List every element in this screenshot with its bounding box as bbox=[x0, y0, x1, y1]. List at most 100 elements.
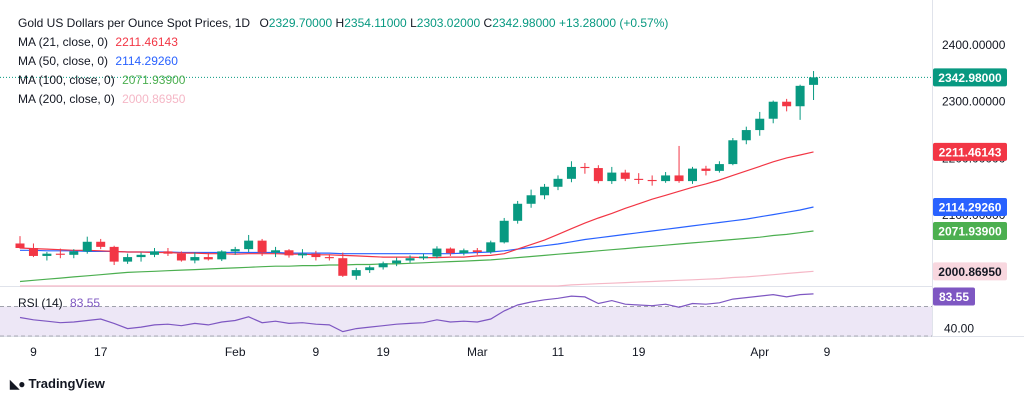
candle-body bbox=[82, 241, 92, 252]
x-tick-label: 17 bbox=[94, 345, 108, 359]
ma100-line bbox=[19, 230, 814, 283]
candle-body bbox=[123, 257, 133, 262]
close-value: 2342.98000 bbox=[492, 16, 556, 30]
candle-body bbox=[768, 101, 778, 119]
ma200-line bbox=[20, 270, 814, 287]
rsi-value-box bbox=[933, 287, 975, 306]
ma100-label: MA (100, close, 0) bbox=[18, 73, 115, 87]
ma200-value: 2000.86950 bbox=[122, 92, 186, 106]
candle-body bbox=[607, 172, 617, 182]
candle-body bbox=[445, 248, 455, 254]
candle-body bbox=[338, 258, 348, 276]
candle-body bbox=[230, 249, 240, 252]
low-value: 2303.02000 bbox=[416, 16, 481, 30]
candle-body bbox=[244, 240, 254, 250]
x-tick-label: 19 bbox=[376, 345, 390, 359]
ma200-label: MA (200, close, 0) bbox=[18, 92, 115, 106]
rsi-tick-label: 40.00 bbox=[944, 322, 974, 336]
y-tick-label: 2300.00000 bbox=[942, 95, 1006, 109]
legend-title-row: Gold US Dollars per Ounce Spot Prices, 1… bbox=[18, 14, 668, 33]
x-tick-label: Feb bbox=[225, 345, 246, 359]
rsi-legend: RSI (14) 83.55 bbox=[18, 294, 100, 313]
candle-body bbox=[513, 203, 523, 221]
candle-body bbox=[728, 140, 738, 165]
candle-body bbox=[634, 178, 644, 180]
x-tick-label: 11 bbox=[552, 345, 565, 359]
ma200-price-box bbox=[933, 262, 1007, 281]
x-tick-label: 9 bbox=[824, 345, 831, 359]
candle-body bbox=[96, 241, 106, 247]
last-price-label: 2342.98000 bbox=[938, 71, 1002, 85]
x-tick-label: Mar bbox=[467, 345, 488, 359]
rsi-value-label: 83.55 bbox=[939, 290, 969, 304]
candle-body bbox=[284, 250, 294, 256]
candle-body bbox=[297, 253, 307, 256]
candle-body bbox=[782, 101, 792, 107]
candle-body bbox=[109, 246, 119, 262]
x-tick-label: 9 bbox=[313, 345, 320, 359]
candle-body bbox=[459, 250, 469, 254]
rsi-label[interactable]: RSI (14) bbox=[18, 296, 63, 310]
legend-ma21[interactable]: MA (21, close, 0) 2211.46143 bbox=[18, 33, 668, 52]
candle-body bbox=[69, 251, 79, 255]
candle-body bbox=[540, 186, 550, 196]
legend-ma50[interactable]: MA (50, close, 0) 2114.29260 bbox=[18, 52, 668, 71]
candle-body bbox=[203, 257, 213, 260]
x-tick-label: 9 bbox=[30, 345, 37, 359]
candle-body bbox=[486, 242, 496, 252]
tradingview-logo-icon: ◣● bbox=[10, 376, 26, 391]
open-label: O bbox=[259, 16, 269, 30]
ma21-line bbox=[19, 151, 814, 259]
ma21-label: MA (21, close, 0) bbox=[18, 35, 109, 49]
last-price-box bbox=[933, 68, 1007, 87]
x-tick-label: Apr bbox=[750, 345, 769, 359]
candle-body bbox=[755, 118, 765, 131]
ma200-price-label: 2000.86950 bbox=[938, 265, 1002, 279]
candle-body bbox=[809, 77, 819, 85]
ma50-value: 2114.29260 bbox=[115, 54, 178, 68]
candle-body bbox=[190, 257, 200, 261]
rsi-line bbox=[19, 293, 814, 333]
tradingview-brand[interactable]: ◣● TradingView bbox=[10, 376, 105, 391]
candle-body bbox=[432, 248, 442, 257]
ma50-label: MA (50, close, 0) bbox=[18, 54, 109, 68]
y-tick-label: 2400.00000 bbox=[942, 38, 1006, 52]
ma50-line bbox=[20, 206, 814, 255]
candle-body bbox=[741, 130, 751, 141]
candle-body bbox=[419, 256, 428, 259]
symbol-title[interactable]: Gold US Dollars per Ounce Spot Prices, 1… bbox=[18, 16, 251, 30]
legend-ma100[interactable]: MA (100, close, 0) 2071.93900 bbox=[18, 71, 668, 90]
ma21-price-box bbox=[933, 142, 1007, 161]
ma21-price-label: 2211.46143 bbox=[939, 145, 1002, 159]
candle-body bbox=[311, 253, 321, 258]
chart-legend: Gold US Dollars per Ounce Spot Prices, 1… bbox=[18, 14, 668, 109]
candle-body bbox=[163, 251, 173, 254]
candle-body bbox=[647, 179, 657, 182]
close-label: C bbox=[483, 16, 493, 30]
candle-body bbox=[324, 257, 334, 259]
candle-body bbox=[472, 250, 482, 252]
open-value: 2329.70000 bbox=[268, 16, 333, 30]
candle-body bbox=[257, 240, 267, 253]
candle-body bbox=[580, 166, 590, 169]
legend-ma200[interactable]: MA (200, close, 0) 2000.86950 bbox=[18, 90, 668, 109]
candle-body bbox=[499, 220, 509, 243]
change-value: +13.28000 (+0.57%) bbox=[558, 16, 669, 30]
candle-body bbox=[136, 254, 146, 258]
candle-body bbox=[176, 253, 186, 261]
candle-body bbox=[28, 248, 38, 256]
ma21-value: 2211.46143 bbox=[115, 35, 178, 49]
candle-body bbox=[795, 85, 805, 107]
candle-body bbox=[593, 168, 603, 182]
brand-name: TradingView bbox=[28, 376, 105, 391]
ma50-price-box bbox=[933, 198, 1007, 217]
x-tick-label: 19 bbox=[632, 345, 646, 359]
candle-body bbox=[688, 168, 697, 182]
ma100-price-label: 2071.93900 bbox=[938, 225, 1002, 239]
candle-body bbox=[150, 251, 159, 255]
candle-body bbox=[365, 267, 375, 271]
candle-body bbox=[405, 258, 415, 261]
candle-body bbox=[271, 250, 281, 253]
